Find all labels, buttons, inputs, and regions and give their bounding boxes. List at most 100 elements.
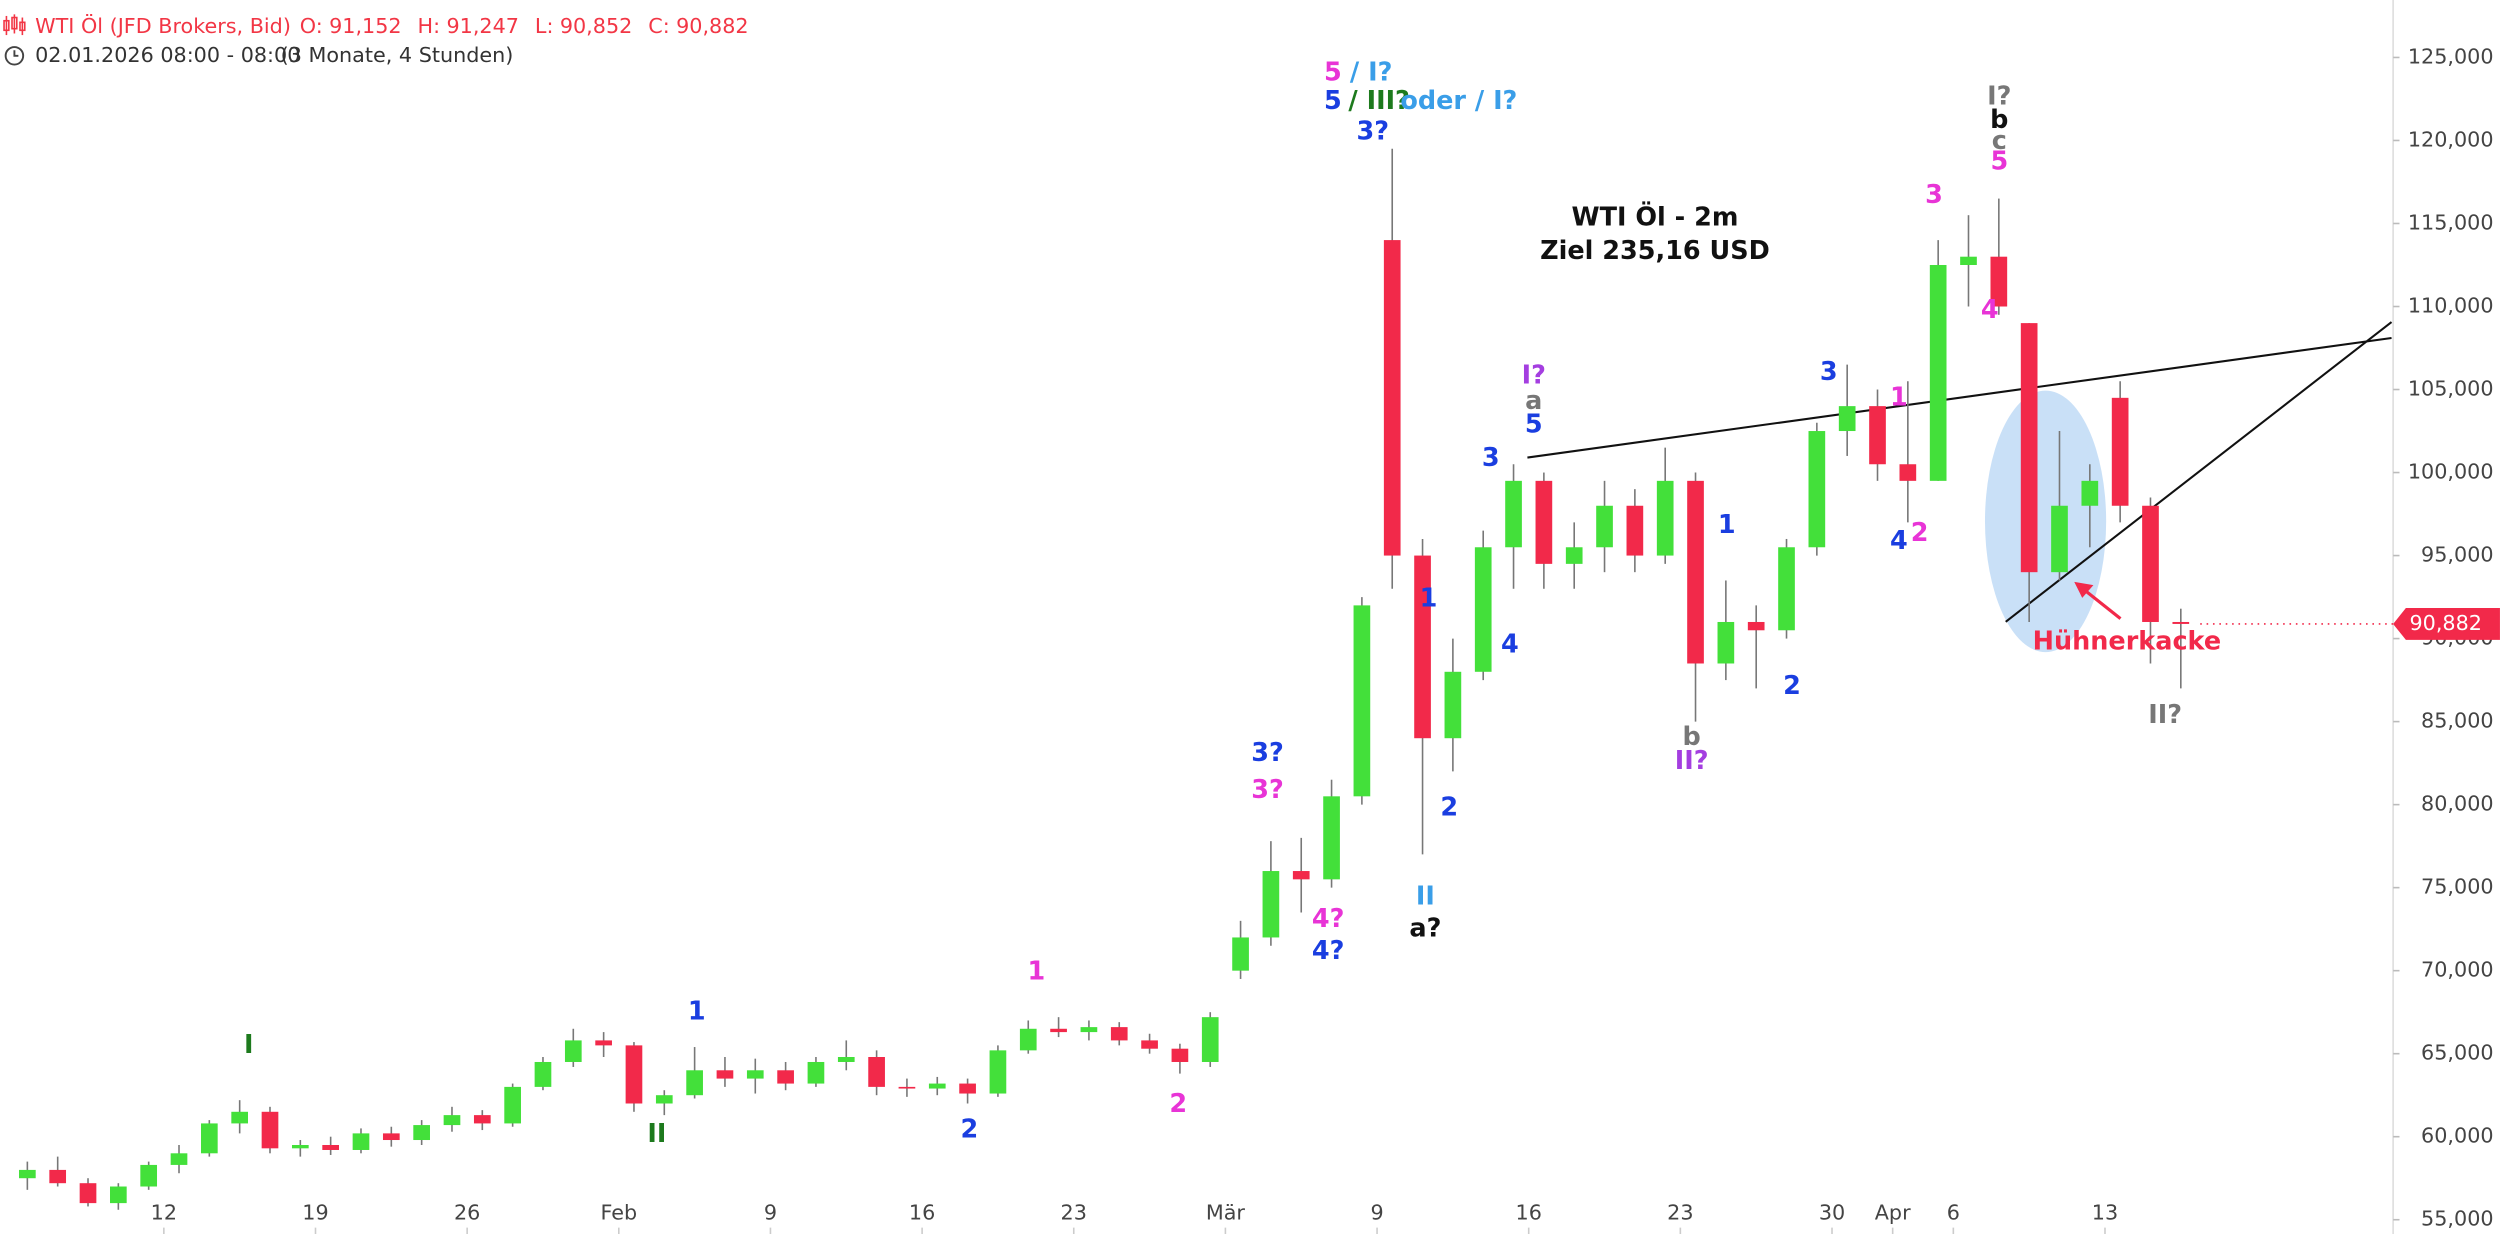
- candle-body: [534, 1061, 552, 1087]
- candle-body: [989, 1050, 1007, 1094]
- candle-body: [2081, 480, 2099, 506]
- candle-body: [1110, 1027, 1128, 1041]
- candle-body: [1990, 256, 2008, 307]
- candle-body: [140, 1164, 158, 1187]
- candle-body: [1929, 264, 1947, 481]
- ohlc-name: L:: [535, 14, 554, 38]
- candle-body: [1656, 480, 1674, 556]
- wave-label: 4: [1981, 295, 1999, 325]
- candle-body: [595, 1040, 612, 1046]
- date-range: 02.01.2026 08:00 - 08:00: [35, 43, 300, 67]
- header-icon: [3, 14, 26, 36]
- candle-body: [777, 1070, 794, 1084]
- x-tick-label: 13: [2092, 1200, 2118, 1224]
- candle-body: [1899, 464, 1917, 481]
- symbol: WTI Öl (JFD Brokers, Bid): [35, 13, 291, 38]
- candle-body: [382, 1133, 400, 1141]
- chart-title: WTI Öl - 2m: [1571, 201, 1738, 232]
- wave-label: I?: [1987, 81, 2011, 111]
- clock-icon: [4, 46, 25, 66]
- candle-body: [352, 1133, 370, 1150]
- last-price-box: [2393, 607, 2500, 640]
- x-tick-label: 26: [454, 1200, 480, 1224]
- candle-body: [1323, 796, 1340, 880]
- arrow-head: [2074, 581, 2094, 598]
- candle-body: [746, 1070, 764, 1079]
- candle-body: [564, 1040, 582, 1062]
- candle-body: [200, 1123, 218, 1154]
- y-tick-label: 85,000: [2421, 709, 2494, 733]
- ohlc-value: 90,852: [560, 14, 633, 38]
- candle-body: [443, 1115, 461, 1126]
- y-tick-label: 55,000: [2421, 1207, 2494, 1231]
- y-tick-label: 75,000: [2421, 875, 2494, 899]
- wave-label: 3: [1482, 443, 1500, 473]
- candle-body: [1080, 1027, 1098, 1033]
- candle-body: [959, 1083, 976, 1094]
- wave-label: 1: [1027, 957, 1045, 987]
- wave-label: b: [1682, 722, 1700, 752]
- candle-body: [1232, 937, 1249, 971]
- candle-body: [1292, 871, 1310, 880]
- wave-label: c: [1992, 126, 2007, 156]
- wave-label: 3?: [1251, 738, 1284, 768]
- interval: (3 Monate, 4 Stunden): [281, 43, 514, 67]
- candle-body: [1869, 406, 1886, 465]
- candle-body: [1505, 480, 1522, 548]
- candle-body: [1414, 555, 1431, 739]
- wave-label: 5: [1525, 410, 1543, 440]
- candle-body: [1444, 671, 1462, 739]
- wave-label: I: [244, 1030, 254, 1060]
- ohlc-name: H:: [418, 14, 441, 38]
- wave-label: I?: [1522, 360, 1546, 390]
- x-tick-label: 19: [302, 1200, 328, 1224]
- trend-line: [2005, 321, 2393, 623]
- wave-label: 1: [1718, 510, 1736, 540]
- ohlc-value: 91,247: [446, 14, 518, 38]
- candle-body: [2142, 505, 2159, 622]
- candle-body: [231, 1111, 249, 1124]
- candle-body: [1019, 1028, 1037, 1051]
- candle-body: [898, 1086, 916, 1089]
- chart-subtitle: Ziel 235,16 USD: [1540, 236, 1770, 266]
- x-tick-label: 12: [151, 1200, 177, 1224]
- wave-label: 4?: [1312, 904, 1345, 934]
- candle-body: [2051, 505, 2068, 573]
- x-tick-label: 6: [1947, 1200, 1960, 1224]
- wave-label: 4: [1501, 630, 1519, 660]
- candle-body: [1960, 256, 1977, 265]
- candle-body: [1171, 1048, 1189, 1062]
- wave-label: 3: [1820, 357, 1838, 387]
- wave-label: / I?: [1350, 57, 1392, 87]
- candle-body: [2020, 323, 2038, 573]
- candle-body: [19, 1169, 36, 1179]
- wave-label: 5: [1324, 57, 1342, 87]
- candle-body: [2172, 621, 2190, 624]
- candle-body: [473, 1115, 491, 1124]
- wave-label: oder / I?: [1400, 86, 1517, 116]
- candle-body: [1201, 1017, 1219, 1062]
- x-tick-label: Feb: [600, 1200, 637, 1224]
- x-tick-label: 30: [1819, 1200, 1845, 1224]
- wave-label: Hühnerkacke: [2033, 627, 2222, 657]
- wave-label: 4?: [1312, 936, 1345, 966]
- candle-body: [928, 1083, 946, 1089]
- y-tick-label: 70,000: [2421, 958, 2494, 982]
- candle-body: [49, 1169, 67, 1184]
- candle-body: [1838, 406, 1856, 432]
- wave-label: 5: [1990, 147, 2008, 177]
- candle-body: [1141, 1040, 1158, 1049]
- wave-label: 2: [1169, 1089, 1187, 1119]
- x-tick-label: 16: [909, 1200, 935, 1224]
- candle-body: [655, 1095, 673, 1104]
- x-tick-label: Mär: [1206, 1200, 1246, 1224]
- y-tick-label: 80,000: [2421, 792, 2494, 816]
- wave-label: / III?: [1348, 86, 1409, 116]
- candle-body: [686, 1070, 703, 1096]
- y-tick-label: 115,000: [2408, 210, 2494, 234]
- highlight-ellipse: [1984, 390, 2107, 653]
- y-tick-label: 100,000: [2408, 460, 2494, 484]
- last-price-label: 90,882: [2409, 611, 2482, 635]
- wave-label: 3?: [1356, 116, 1389, 146]
